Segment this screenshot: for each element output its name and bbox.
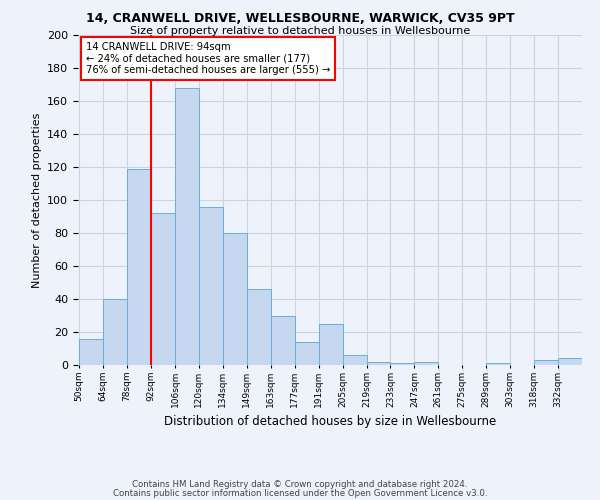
Text: Contains public sector information licensed under the Open Government Licence v3: Contains public sector information licen… [113,488,487,498]
Y-axis label: Number of detached properties: Number of detached properties [32,112,41,288]
Text: Contains HM Land Registry data © Crown copyright and database right 2024.: Contains HM Land Registry data © Crown c… [132,480,468,489]
Text: 14 CRANWELL DRIVE: 94sqm
← 24% of detached houses are smaller (177)
76% of semi-: 14 CRANWELL DRIVE: 94sqm ← 24% of detach… [86,42,330,75]
Bar [223,233,247,365]
Bar [558,358,582,365]
Bar [271,316,295,365]
Bar [391,364,415,365]
Bar [343,355,367,365]
Bar [79,338,103,365]
Text: 14, CRANWELL DRIVE, WELLESBOURNE, WARWICK, CV35 9PT: 14, CRANWELL DRIVE, WELLESBOURNE, WARWIC… [86,12,514,26]
Bar [486,364,510,365]
Text: Size of property relative to detached houses in Wellesbourne: Size of property relative to detached ho… [130,26,470,36]
Bar [175,88,199,365]
Bar [103,299,127,365]
Bar [367,362,391,365]
Bar [319,324,343,365]
Bar [151,213,175,365]
Bar [199,206,223,365]
Bar [127,168,151,365]
Bar [534,360,558,365]
Bar [295,342,319,365]
Bar [415,362,439,365]
X-axis label: Distribution of detached houses by size in Wellesbourne: Distribution of detached houses by size … [164,416,496,428]
Bar [247,289,271,365]
